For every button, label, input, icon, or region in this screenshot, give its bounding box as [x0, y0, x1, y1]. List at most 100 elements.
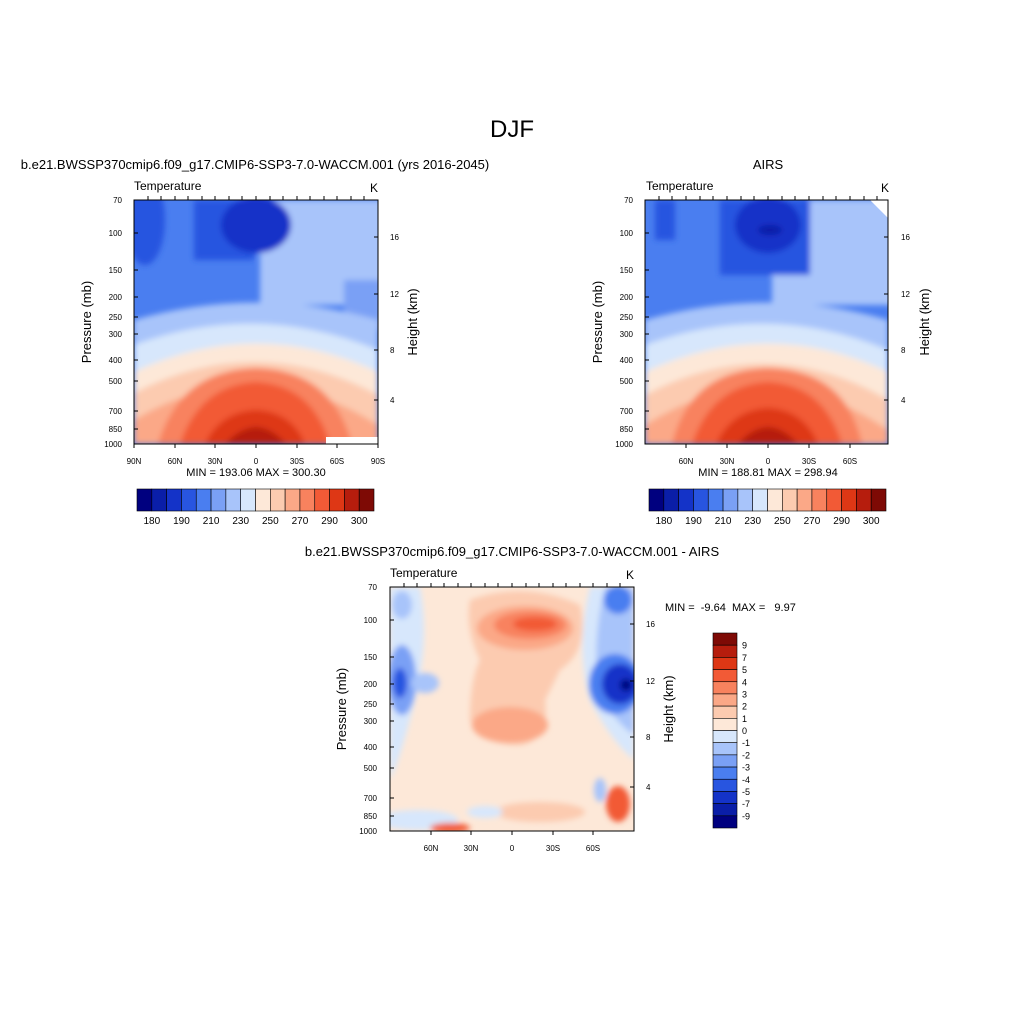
x-tick: 30S: [290, 457, 304, 466]
colorbar-model-label: 290: [321, 516, 338, 527]
panel-diff-x-labels: 60N 30N 0 30S 60S: [424, 844, 600, 853]
p-tick: 100: [620, 229, 634, 238]
colorbar-obs-swatch: [722, 488, 739, 512]
p-tick: 150: [364, 653, 378, 662]
h-tick: 12: [390, 290, 399, 299]
panel-diff: b.e21.BWSSP370cmip6.f09_g17.CMIP6-SSP3-7…: [305, 544, 796, 853]
colorbar-diff-swatch: [712, 644, 738, 658]
p-tick: 300: [109, 330, 123, 339]
x-tick: 60N: [679, 457, 694, 466]
colorbar-diff-label: 3: [742, 689, 747, 699]
panel-obs-height-labels: 16 12 8 4: [901, 233, 910, 405]
x-tick: 90N: [127, 457, 142, 466]
p-tick: 500: [109, 377, 123, 386]
colorbar-model-swatch: [270, 488, 286, 512]
x-tick: 30N: [464, 844, 479, 853]
x-tick: 60S: [586, 844, 600, 853]
colorbar-obs-label: 210: [715, 516, 732, 527]
colorbar-model-swatch: [314, 488, 330, 512]
colorbar-obs-label: 290: [833, 516, 850, 527]
colorbar-diff-label: 9: [742, 641, 747, 651]
panel-diff-y2label: Height (km): [661, 675, 676, 742]
colorbar-diff-label: -3: [742, 763, 750, 773]
panel-diff-title: b.e21.BWSSP370cmip6.f09_g17.CMIP6-SSP3-7…: [305, 544, 720, 559]
panel-obs-title: AIRS: [753, 157, 784, 172]
colorbar-model-swatch: [240, 488, 256, 512]
colorbar-obs-swatch: [663, 488, 679, 512]
p-tick: 400: [109, 356, 123, 365]
colorbar-obs-swatch: [841, 488, 857, 512]
colorbar-diff-label: -7: [742, 799, 750, 809]
p-tick: 1000: [615, 440, 633, 449]
p-tick: 400: [364, 743, 378, 752]
colorbar-obs-swatch: [856, 488, 872, 512]
colorbar-obs-label: 250: [774, 516, 791, 527]
panel-obs-stats: MIN = 188.81 MAX = 298.94: [698, 467, 837, 479]
colorbar-diff-label: -2: [742, 750, 750, 760]
colorbar-diff-swatch: [712, 693, 738, 707]
colorbar-diff-label: -1: [742, 738, 750, 748]
h-tick: 12: [901, 290, 910, 299]
panel-obs-pressure-labels: 70 100 150 200 250 300 400 500 700 850 1…: [615, 196, 633, 449]
colorbar-obs-swatch: [707, 488, 724, 512]
colorbar-model-label: 210: [203, 516, 220, 527]
colorbar-model-swatch: [358, 488, 375, 512]
panel-diff-right-label: K: [626, 568, 634, 582]
colorbar-model: 180 190 210 230 250 270 290 300: [136, 488, 375, 527]
colorbar-model-label: 180: [143, 516, 160, 527]
colorbar-obs-swatch: [870, 488, 887, 512]
panel-model: b.e21.BWSSP370cmip6.f09_g17.CMIP6-SSP3-7…: [21, 157, 489, 527]
p-tick: 1000: [104, 440, 122, 449]
panel-obs-ticks: [645, 196, 888, 448]
x-tick: 60S: [843, 457, 857, 466]
colorbar-obs-swatch: [678, 488, 694, 512]
panel-diff-height-labels: 16 12 8 4: [646, 620, 655, 792]
colorbar-model-swatch: [329, 488, 345, 512]
p-tick: 70: [624, 196, 633, 205]
h-tick: 8: [901, 346, 906, 355]
colorbar-model-swatch: [181, 488, 197, 512]
x-tick: 0: [510, 844, 515, 853]
panel-obs-field: [645, 200, 888, 444]
p-tick: 500: [620, 377, 634, 386]
panel-model-left-label: Temperature: [134, 179, 202, 193]
colorbar-model-swatch: [166, 488, 182, 512]
figure-title: DJF: [490, 116, 534, 143]
colorbar-obs-label: 230: [744, 516, 761, 527]
colorbar-diff-swatch: [712, 681, 738, 695]
p-tick: 400: [620, 356, 634, 365]
h-tick: 8: [646, 733, 651, 742]
colorbar-model-swatch: [344, 488, 360, 512]
x-tick: 30N: [208, 457, 223, 466]
p-tick: 700: [620, 407, 634, 416]
colorbar-diff-label: -9: [742, 811, 750, 821]
colorbar-diff-label: 5: [742, 665, 747, 675]
p-tick: 100: [109, 229, 123, 238]
h-tick: 12: [646, 677, 655, 686]
colorbar-obs-label: 270: [804, 516, 821, 527]
panel-model-height-labels: 16 12 8 4: [390, 233, 399, 405]
colorbar-diff-label: 2: [742, 702, 747, 712]
panel-obs-right-label: K: [881, 181, 889, 195]
colorbar-model-label: 250: [262, 516, 279, 527]
p-tick: 70: [368, 583, 377, 592]
p-tick: 850: [620, 425, 634, 434]
panel-model-stats: MIN = 193.06 MAX = 300.30: [186, 467, 325, 479]
p-tick: 700: [109, 407, 123, 416]
panel-diff-ylabel: Pressure (mb): [334, 668, 349, 750]
x-tick: 30S: [802, 457, 816, 466]
h-tick: 8: [390, 346, 395, 355]
panel-obs-left-label: Temperature: [646, 179, 714, 193]
h-tick: 4: [390, 396, 395, 405]
panel-obs-x-labels: 60N 30N 0 30S 60S: [679, 457, 857, 466]
h-tick: 16: [901, 233, 910, 242]
panel-diff-left-label: Temperature: [390, 566, 458, 580]
colorbar-diff-label: -4: [742, 775, 750, 785]
colorbar-obs-label: 190: [685, 516, 702, 527]
panel-diff-field: [390, 587, 634, 831]
x-tick: 90S: [371, 457, 385, 466]
colorbar-diff-swatch: [712, 718, 738, 731]
colorbar-model-swatch: [225, 488, 241, 512]
colorbar-model-label: 230: [232, 516, 249, 527]
